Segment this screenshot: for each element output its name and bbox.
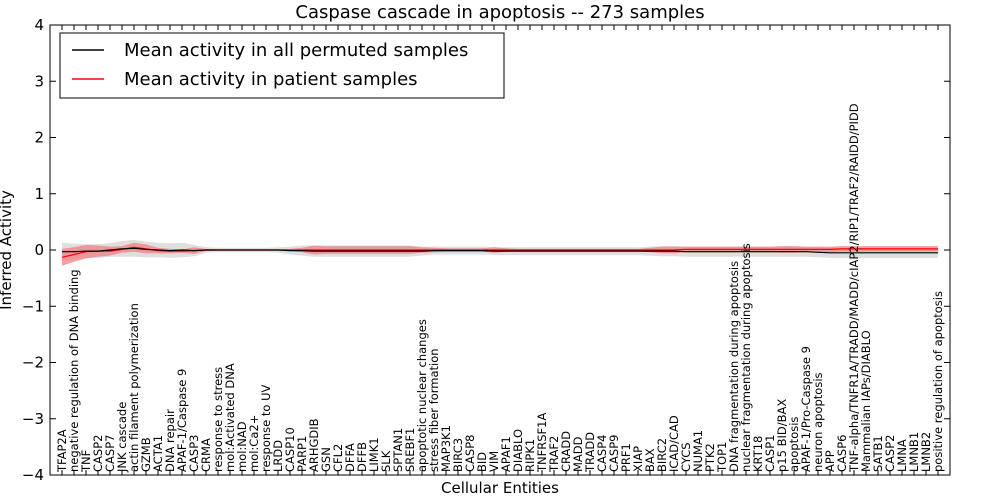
- x-tick-label: DFFA: [343, 443, 357, 472]
- x-tick-label: negative regulation of DNA binding: [67, 269, 81, 472]
- x-tick-label: SATB1: [871, 435, 885, 472]
- legend-label-permuted: Mean activity in all permuted samples: [124, 40, 468, 61]
- x-tick-label: LMNB2: [919, 432, 933, 472]
- x-tick-label: SPTAN1: [391, 428, 405, 472]
- x-tick-label: LMNB1: [907, 432, 921, 472]
- x-tick-label: KRT18: [751, 436, 765, 472]
- x-tick-label: apoptotic nuclear changes: [415, 319, 429, 472]
- x-tick-label: CASP6: [835, 435, 849, 472]
- x-tick-label: ARHGDIB: [307, 418, 321, 472]
- x-tick-label: LMNA: [895, 439, 909, 472]
- x-tick-label: DIABLO: [511, 429, 525, 472]
- x-tick-label: GZMB: [139, 437, 153, 472]
- x-tick-label: ACTA1: [151, 435, 165, 472]
- x-tick-label: CRMA: [199, 438, 213, 472]
- x-tick-label: CYCS: [679, 442, 693, 472]
- x-tick-label: mol:Activated DNA: [223, 363, 237, 472]
- x-tick-label: Mammalian IAPs/DIABLO: [859, 330, 873, 472]
- x-tick-label: CASP2: [883, 435, 897, 472]
- legend-box: [59, 32, 505, 99]
- x-tick-label: CASP10: [283, 427, 297, 472]
- x-tick-label: CFL2: [331, 444, 345, 472]
- x-tick-label: response to stress: [211, 367, 225, 472]
- x-tick-label: SLK: [379, 450, 393, 472]
- x-tick-label: SREBF1: [403, 428, 417, 472]
- y-axis-ticks: −4 −3 −2 −1 0 1 2 3 4: [22, 16, 950, 484]
- x-tick-label: ICAD/CAD: [667, 415, 681, 472]
- x-tick-label: CASP4: [595, 435, 609, 472]
- y-tick-label: 3: [34, 72, 44, 90]
- legend: Mean activity in all permuted samples Me…: [59, 32, 505, 99]
- x-tick-label: PTK2: [703, 443, 717, 472]
- y-tick-label: −1: [22, 297, 44, 315]
- x-tick-label: BID: [475, 452, 489, 472]
- x-tick-label: actin filament polymerization: [127, 303, 141, 472]
- x-tick-label: mol:Ca2+: [247, 415, 261, 472]
- x-tick-label: APP: [823, 450, 837, 472]
- x-tick-label: p15 BID/BAX: [775, 399, 789, 472]
- x-tick-label: PRF1: [619, 443, 633, 472]
- x-tick-label: CRADD: [559, 431, 573, 472]
- x-tick-label: stress fiber formation: [427, 348, 441, 472]
- x-tick-label: GSN: [319, 447, 333, 472]
- x-tick-label: DNA repair: [163, 409, 177, 472]
- x-tick-label: BIRC3: [451, 438, 465, 472]
- x-tick-label: CASP3: [187, 435, 201, 472]
- x-tick-label: JNK cascade: [115, 402, 129, 473]
- y-tick-label: 4: [34, 16, 44, 34]
- x-tick-label: MADD: [571, 436, 585, 472]
- x-tick-label: MAP3K1: [439, 425, 453, 472]
- plot-frame: [49, 24, 951, 476]
- legend-label-patient: Mean activity in patient samples: [124, 69, 418, 90]
- x-tick-label: VIM: [487, 451, 501, 472]
- x-tick-label: TNF-alpha/TNFR1A/TRADD/MADD/cIAP2/RIP1/T…: [847, 103, 861, 473]
- y-axis-label: Inferred Activity: [0, 190, 15, 310]
- y-tick-label: −2: [22, 354, 44, 372]
- x-tick-label: NUMA1: [691, 430, 705, 472]
- band-series-1: [62, 242, 938, 266]
- x-tick-label: CASP9: [607, 435, 621, 472]
- x-tick-label: TFAP2A: [55, 429, 69, 473]
- y-tick-label: 2: [34, 129, 44, 147]
- x-tick-label: DNA fragmentation during apoptosis: [727, 261, 741, 472]
- x-tick-label: PARP1: [295, 436, 309, 472]
- x-tick-label: XIAP: [631, 446, 645, 472]
- x-tick-label: neuron apoptosis: [811, 372, 825, 472]
- x-tick-label: TRAF2: [547, 436, 561, 473]
- x-tick-label: TNF: [79, 450, 93, 473]
- x-tick-label: CASP1: [763, 435, 777, 472]
- x-tick-label: RIPK1: [523, 439, 537, 472]
- x-tick-label: TRADD: [583, 432, 597, 473]
- x-tick-label: APAF-1/Pro-Caspase 9: [799, 346, 813, 472]
- x-tick-label: BIRC2: [655, 438, 669, 472]
- series-lines: [61, 246, 938, 258]
- x-tick-label: CASP7: [103, 435, 117, 472]
- x-tick-label: response to UV: [259, 384, 273, 472]
- x-tick-label: positive regulation of apoptosis: [931, 291, 945, 472]
- x-tick-label: DFFB: [355, 442, 369, 472]
- y-tick-label: −4: [22, 466, 44, 484]
- confidence-bands: [62, 239, 938, 266]
- x-tick-label: TNFRSF1A: [535, 413, 549, 473]
- y-tick-label: 0: [34, 241, 44, 259]
- x-tick-label: apoptosis: [787, 417, 801, 472]
- x-tick-label: BAX: [643, 448, 657, 472]
- x-tick-label: APAF-1/Caspase 9: [175, 369, 189, 472]
- x-tick-label: LRDD: [271, 440, 285, 472]
- x-tick-label: nuclear fragmentation during apoptosis: [739, 243, 753, 472]
- x-tick-label: TOP1: [715, 442, 729, 473]
- x-tick-label: mol:NAD: [235, 421, 249, 472]
- x-tick-label: CASP8: [463, 435, 477, 472]
- line-series-0: [62, 247, 938, 254]
- x-tick-label: LIMK1: [367, 437, 381, 472]
- y-tick-label: 1: [34, 185, 44, 203]
- x-tick-label: CASP2: [91, 435, 105, 472]
- x-axis-label: Cellular Entities: [441, 479, 559, 497]
- x-tick-label: APAF1: [499, 436, 513, 472]
- y-tick-label: −3: [22, 410, 44, 428]
- chart-title: Caspase cascade in apoptosis -- 273 samp…: [295, 2, 704, 23]
